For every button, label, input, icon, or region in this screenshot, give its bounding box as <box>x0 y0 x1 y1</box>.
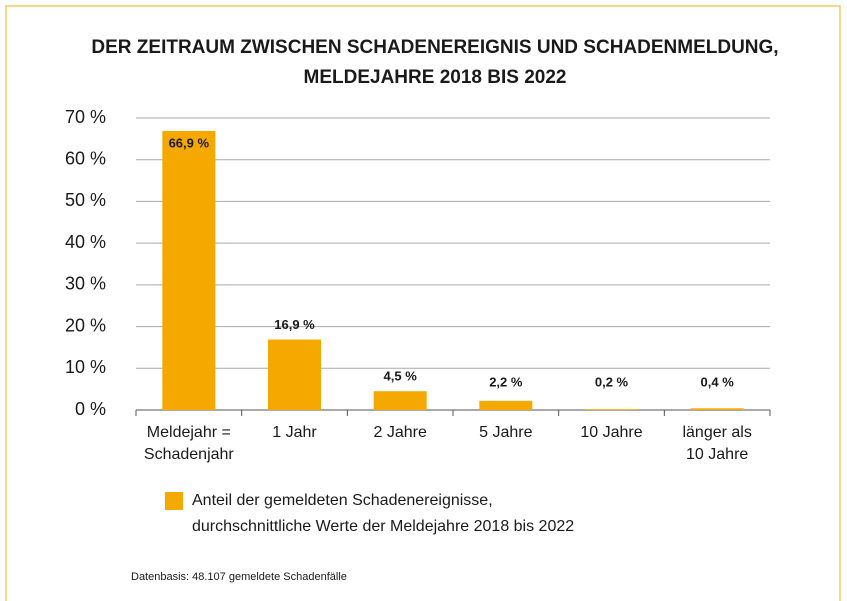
bar <box>585 409 638 410</box>
x-tick-label: 5 Jahre <box>479 424 532 441</box>
legend-label: durchschnittliche Werte der Meldejahre 2… <box>192 518 574 535</box>
y-tick-label: 30 % <box>65 274 106 294</box>
y-tick-label: 0 % <box>75 399 106 419</box>
bar <box>162 130 216 410</box>
source-note: Datenbasis: 48.107 gemeldete Schadenfäll… <box>131 571 347 583</box>
frame <box>5 5 841 601</box>
value-label: 2,2 % <box>489 374 523 389</box>
legend-swatch <box>165 492 183 510</box>
x-tick-label: Schadenjahr <box>144 446 235 463</box>
value-label: 0,2 % <box>595 374 629 389</box>
y-tick-label: 20 % <box>65 315 106 335</box>
bar <box>373 391 427 410</box>
bar <box>268 339 321 410</box>
bar <box>690 408 744 410</box>
x-tick-label: 2 Jahre <box>373 424 426 441</box>
y-tick-label: 70 % <box>65 107 106 127</box>
chart-title: MELDEJAHRE 2018 BIS 2022 <box>304 67 567 88</box>
y-tick-label: 50 % <box>65 190 106 210</box>
value-label: 66,9 % <box>169 135 210 150</box>
x-tick-label: 10 Jahre <box>580 424 642 441</box>
y-tick-label: 60 % <box>65 148 106 168</box>
bar <box>479 400 533 410</box>
value-label: 0,4 % <box>701 374 735 389</box>
y-tick-label: 40 % <box>65 232 106 252</box>
chart-title: DER ZEITRAUM ZWISCHEN SCHADENEREIGNIS UN… <box>91 37 778 58</box>
x-tick-label: 10 Jahre <box>686 446 748 463</box>
x-tick-label: Meldejahr = <box>147 424 231 441</box>
y-tick-label: 10 % <box>65 357 106 377</box>
x-tick-label: 1 Jahr <box>272 424 317 441</box>
legend-label: Anteil der gemeldeten Schadenereignisse, <box>192 492 493 509</box>
value-label: 16,9 % <box>274 317 315 332</box>
value-label: 4,5 % <box>384 369 418 384</box>
x-tick-label: länger als <box>682 424 751 441</box>
